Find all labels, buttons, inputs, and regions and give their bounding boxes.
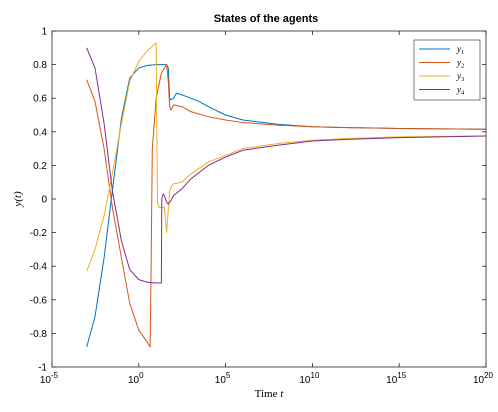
series-layer bbox=[86, 42, 487, 348]
y-tick-label: -0.4 bbox=[30, 262, 48, 273]
legend-label-y3: y3 bbox=[456, 71, 464, 83]
y-tick-label: -1 bbox=[38, 363, 47, 374]
y-tick-label: -0.2 bbox=[30, 228, 48, 239]
series-line-y4 bbox=[86, 47, 487, 284]
legend-label-y1: y1 bbox=[456, 44, 464, 56]
y-tick-label: 0 bbox=[41, 195, 47, 206]
x-axis-label-text: Time t bbox=[255, 388, 285, 400]
y-tick-label: 0.2 bbox=[33, 161, 47, 172]
y-tick-label: -0.6 bbox=[30, 295, 48, 306]
y-tick-label: 0.6 bbox=[33, 94, 47, 105]
y-tick-label: 0.8 bbox=[33, 60, 47, 71]
x-axis-label: Time t bbox=[255, 388, 285, 400]
y-tick-label: 1 bbox=[41, 27, 47, 38]
y-tick-label: 0.4 bbox=[33, 127, 47, 138]
ticks-layer: 10-5 100 105 1010 1015 1020-1-0.8-0.6-0.4-0.2… bbox=[30, 27, 494, 387]
series-line-y2 bbox=[86, 64, 487, 348]
y-axis-label: y(t) bbox=[12, 191, 24, 208]
series-line-y1 bbox=[86, 64, 487, 347]
chart-title: States of the agents bbox=[214, 13, 319, 25]
legend-label-y2: y2 bbox=[456, 58, 464, 70]
legend-label-y4: y4 bbox=[456, 85, 465, 97]
y-tick-label: -0.8 bbox=[30, 329, 48, 340]
y-axis-label-text: y(t) bbox=[12, 191, 24, 208]
series-line-y3 bbox=[86, 42, 487, 272]
